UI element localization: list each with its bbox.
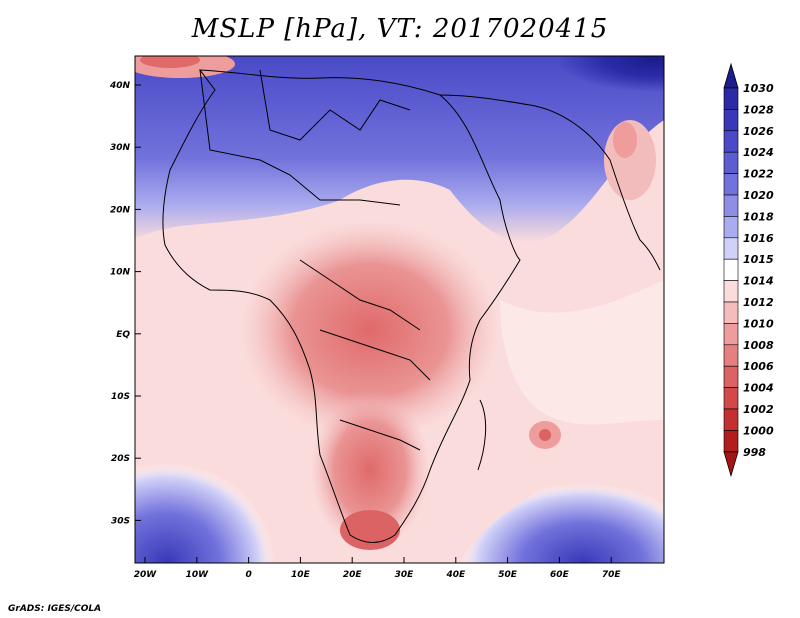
colorbar-label: 1010: [743, 317, 774, 330]
colorbar-swatch: [723, 365, 739, 388]
lat-label: 40N: [109, 81, 131, 91]
colorbar-label: 1002: [743, 403, 774, 416]
lat-label: 30N: [110, 143, 131, 153]
longitude-axis: 20W 10W 0 10E 20E 30E 40E 50E 60E 70E: [134, 557, 622, 580]
lat-label: 20S: [111, 454, 130, 464]
lat-label: 20N: [110, 205, 131, 215]
colorbar-label: 1018: [743, 210, 774, 223]
colorbar: 1030 1028 1026 1024 1022 1020 1018 1016 1015 1014…: [723, 62, 774, 478]
colorbar-swatch: [723, 151, 739, 174]
colorbar-swatch: [723, 387, 739, 410]
colorbar-swatch: [723, 173, 739, 196]
colorbar-label: 1004: [743, 382, 774, 395]
colorbar-label: 1012: [743, 296, 774, 309]
colorbar-swatch: [723, 216, 739, 239]
map-frame: [134, 55, 665, 564]
colorbar-label: 1022: [743, 168, 774, 181]
colorbar-swatch: [723, 130, 739, 153]
lon-label: 20E: [343, 570, 363, 580]
colorbar-swatch: [723, 323, 739, 346]
lon-label: 20W: [134, 570, 158, 580]
lon-label: 30E: [395, 570, 415, 580]
colorbar-label: 1008: [743, 339, 774, 352]
colorbar-top-arrow: [723, 62, 739, 89]
colorbar-label: 1015: [743, 253, 774, 266]
colorbar-label: 1016: [743, 232, 774, 245]
map-title: MSLP [hPa], VT: 2017020415: [191, 14, 609, 44]
footer-credit: GrADS: IGES/COLA: [8, 604, 102, 614]
lon-label: 10W: [186, 570, 210, 580]
colorbar-swatch: [723, 237, 739, 260]
lat-label: 10N: [110, 268, 131, 278]
colorbar-label: 1024: [743, 146, 774, 159]
lat-label: 10S: [111, 392, 130, 402]
colorbar-swatch: [723, 280, 739, 303]
colorbar-label: 1020: [743, 189, 774, 202]
latitude-axis: 40N 30N 20N 10N EQ 10S 20S 30S: [109, 81, 141, 526]
colorbar-bottom-arrow: [723, 451, 739, 478]
colorbar-label: 1006: [743, 360, 774, 373]
colorbar-swatch: [723, 344, 739, 367]
lon-label: 50E: [498, 570, 518, 580]
colorbar-swatch: [723, 408, 739, 431]
pressure-field: [135, 56, 664, 563]
lon-label: 10E: [291, 570, 311, 580]
colorbar-swatch: [723, 109, 739, 132]
colorbar-label: 1028: [743, 103, 774, 116]
lat-label: EQ: [116, 330, 130, 340]
colorbar-swatch: [723, 87, 739, 110]
colorbar-swatch: [723, 301, 739, 324]
colorbar-swatch: [723, 430, 739, 453]
colorbar-label: 1026: [743, 125, 774, 138]
lon-label: 60E: [550, 570, 570, 580]
colorbar-label: 1014: [743, 275, 774, 288]
colorbar-swatch: [723, 258, 739, 281]
lon-label: 40E: [445, 570, 466, 580]
lon-label: 70E: [602, 570, 622, 580]
colorbar-label: 1030: [743, 82, 774, 95]
coastlines: [162, 69, 661, 543]
lat-label: 30S: [111, 516, 130, 526]
colorbar-swatch: [723, 194, 739, 217]
lon-label: 0: [245, 570, 251, 580]
colorbar-label: 1000: [743, 424, 774, 437]
colorbar-label: 998: [743, 446, 766, 459]
